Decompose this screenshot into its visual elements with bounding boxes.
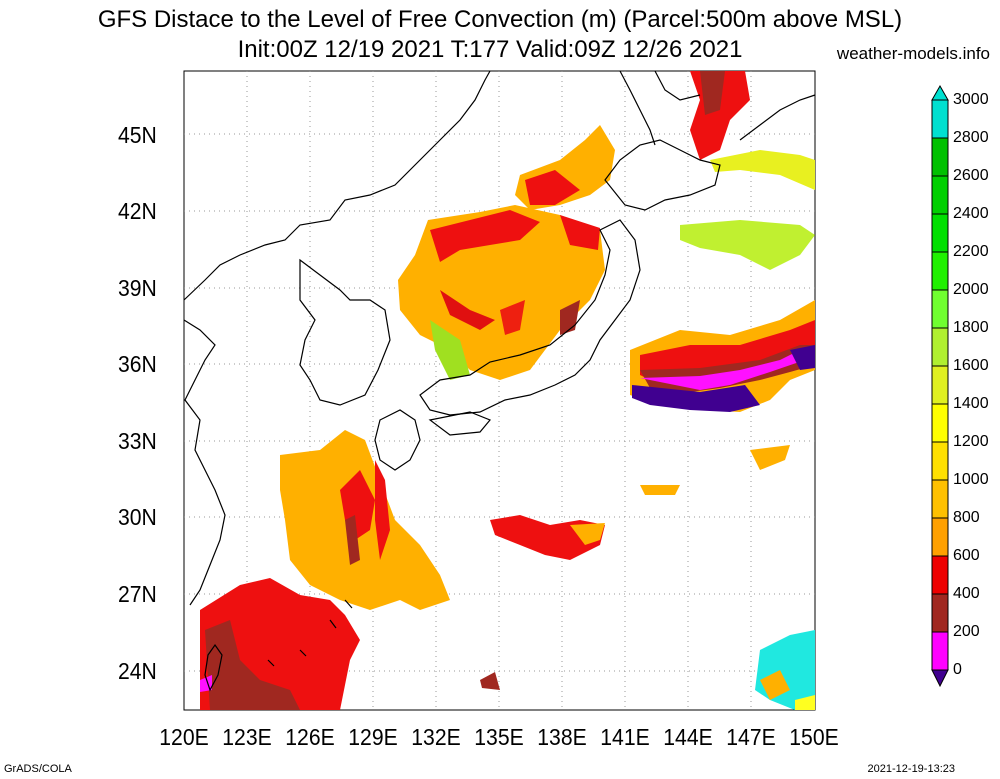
coast-hokkaido [604,139,721,211]
lat-label-39n: 39N [118,275,157,301]
footer-timestamp: 2021-12-19-13:23 [867,763,955,775]
lon-label-141e: 141E [600,724,650,750]
colorbar-label-2000: 2000 [953,281,989,298]
colorbar-label-1600: 1600 [953,357,989,374]
colorbar-top-arrow [931,84,949,101]
coast-korea [299,258,391,406]
colorbar-label-1400: 1400 [953,395,989,412]
colorbar [931,84,949,688]
colorbar-label-800: 800 [953,509,980,526]
lon-label-132e: 132E [411,724,461,750]
lat-label-30n: 30N [118,504,157,530]
coastlines [183,70,816,692]
lon-label-150e: 150E [789,724,839,750]
field-shading [200,71,815,710]
colorbar-label-1000: 1000 [953,471,989,488]
lat-label-27n: 27N [118,581,157,607]
coast-china-korea [183,70,491,301]
coast-taiwan [204,643,223,692]
colorbar-label-1800: 1800 [953,319,989,336]
coast-china-east [183,319,226,606]
coast-kyushu [374,409,421,471]
colorbar-label-0: 0 [953,661,962,678]
colorbar-label-2600: 2600 [953,167,989,184]
colorbar-label-2800: 2800 [953,129,989,146]
lon-label-135e: 135E [474,724,524,750]
lon-label-144e: 144E [663,724,713,750]
lon-label-120e: 120E [159,724,209,750]
footer-credit: GrADS/COLA [4,763,72,775]
lat-label-36n: 36N [118,351,157,377]
title-line-2: Init:00Z 12/19 2021 T:177 Valid:09Z 12/2… [237,36,743,63]
lat-label-42n: 42N [118,198,157,224]
colorbar-label-200: 200 [953,623,980,640]
lat-label-45n: 45N [118,122,157,148]
colorbar-label-600: 600 [953,547,980,564]
lon-label-147e: 147E [726,724,776,750]
title-line-1: GFS Distace to the Level of Free Convect… [97,6,903,33]
colorbar-label-2400: 2400 [953,205,989,222]
lon-label-138e: 138E [537,724,587,750]
lon-label-126e: 126E [285,724,335,750]
lon-label-129e: 129E [348,724,398,750]
lat-label-24n: 24N [118,658,157,684]
colorbar-label-2200: 2200 [953,243,989,260]
coast-shikoku [428,411,491,436]
colorbar-label-1200: 1200 [953,433,989,450]
colorbar-bottom-arrow [931,669,949,688]
site-name: weather-models.info [836,44,990,63]
colorbar-label-3000: 3000 [953,91,989,108]
lon-label-123e: 123E [222,724,272,750]
colorbar-label-400: 400 [953,585,980,602]
coast-sakhalin [619,70,656,146]
coast-ryukyu [267,599,353,667]
lat-label-33n: 33N [118,428,157,454]
